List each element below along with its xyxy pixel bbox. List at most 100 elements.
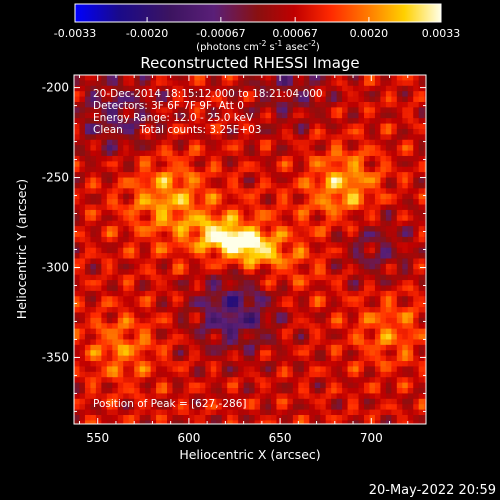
heatmap-cell — [249, 290, 256, 297]
heatmap-cell — [254, 377, 261, 384]
heatmap-cell — [303, 199, 310, 206]
heatmap-cell — [199, 361, 206, 368]
colorbar: -0.0033 -0.0020 -0.00067 0.00067 0.0020 0.003… — [54, 3, 460, 53]
heatmap-cell — [391, 150, 398, 157]
heatmap-cell — [84, 323, 92, 330]
heatmap-cell — [243, 312, 250, 319]
heatmap-cell — [177, 344, 185, 351]
heatmap-cell — [106, 344, 113, 351]
heatmap-cell — [413, 209, 420, 216]
heatmap-cell — [287, 317, 294, 324]
heatmap-cell — [221, 220, 228, 227]
heatmap-cell — [210, 204, 217, 211]
heatmap-cell — [314, 323, 321, 330]
heatmap-cell — [205, 301, 212, 308]
heatmap-cell — [134, 150, 141, 157]
heatmap-cell — [413, 323, 420, 330]
heatmap-cell — [407, 199, 414, 206]
heatmap-cell — [145, 388, 152, 395]
heatmap-cell — [145, 85, 152, 92]
heatmap-cell — [276, 382, 283, 389]
heatmap-cell — [281, 398, 288, 405]
heatmap-cell — [134, 328, 141, 335]
heatmap-cell — [101, 177, 108, 184]
heatmap-cell — [369, 155, 376, 162]
heatmap-cell — [243, 209, 250, 216]
heatmap-cell — [270, 301, 278, 308]
heatmap-cell — [254, 317, 261, 324]
heatmap-cell — [243, 236, 250, 243]
heatmap-cell — [106, 274, 113, 281]
heatmap-cell — [298, 307, 305, 314]
heatmap-cell — [95, 280, 102, 287]
heatmap-cell — [249, 334, 256, 341]
heatmap-cell — [183, 344, 190, 351]
heatmap-cell — [210, 150, 217, 157]
heatmap-cell — [309, 166, 316, 173]
heatmap-cell — [74, 236, 81, 243]
heatmap-cell — [380, 150, 387, 157]
heatmap-cell — [199, 398, 206, 405]
heatmap-cell — [84, 96, 92, 103]
heatmap-cell — [123, 139, 130, 146]
heatmap-cell — [385, 150, 392, 157]
heatmap-cell — [358, 263, 365, 270]
heatmap-cell — [331, 75, 338, 81]
heatmap-cell — [314, 334, 321, 341]
heatmap-cell — [358, 85, 365, 92]
heatmap-cell — [106, 317, 113, 324]
heatmap-cell — [260, 128, 267, 135]
heatmap-cell — [188, 134, 195, 141]
heatmap-cell — [287, 393, 294, 400]
heatmap-cell — [309, 134, 316, 141]
heatmap-cell — [260, 96, 267, 103]
heatmap-cell — [177, 134, 185, 141]
heatmap-cell — [363, 258, 371, 265]
heatmap-cell — [413, 193, 420, 200]
heatmap-cell — [199, 193, 206, 200]
heatmap-cell — [402, 409, 409, 416]
heatmap-cell — [79, 118, 86, 125]
heatmap-cell — [221, 301, 228, 308]
heatmap-cell — [347, 247, 354, 254]
heatmap-cell — [183, 296, 190, 303]
heatmap-cell — [183, 317, 190, 324]
heatmap-cell — [123, 404, 130, 411]
heatmap-cell — [325, 301, 332, 308]
heatmap-cell — [150, 366, 157, 373]
heatmap-cell — [134, 307, 141, 314]
heatmap-cell — [281, 371, 288, 378]
heatmap-cell — [134, 96, 141, 103]
heatmap-cell — [374, 377, 381, 384]
heatmap-cell — [413, 155, 420, 162]
heatmap-cell — [270, 145, 278, 152]
heatmap-cell — [320, 280, 327, 287]
heatmap-cell — [265, 290, 272, 297]
heatmap-cell — [303, 155, 310, 162]
heatmap-cell — [314, 388, 321, 395]
heatmap-cell — [402, 220, 409, 227]
heatmap-cell — [402, 377, 409, 384]
heatmap-cell — [134, 112, 141, 119]
colorbar-tick-label: 0.00067 — [272, 27, 318, 40]
heatmap-cell — [287, 188, 294, 195]
heatmap-cell — [363, 274, 371, 281]
heatmap-cell — [221, 404, 228, 411]
heatmap-cell — [303, 134, 310, 141]
heatmap-cell — [270, 258, 278, 265]
heatmap-cell — [314, 204, 321, 211]
heatmap-cell — [254, 112, 261, 119]
heatmap-cell — [172, 398, 179, 405]
heatmap-cell — [74, 404, 81, 411]
heatmap-cell — [418, 182, 425, 189]
heatmap-cell — [270, 161, 278, 168]
heatmap-cell — [320, 398, 327, 405]
heatmap-cell — [95, 350, 102, 357]
heatmap-cell — [199, 182, 206, 189]
heatmap-cell — [303, 209, 310, 216]
heatmap-cell — [270, 75, 278, 81]
heatmap-cell — [287, 328, 294, 335]
heatmap-cell — [221, 253, 228, 260]
heatmap-cell — [177, 404, 185, 411]
heatmap-cell — [309, 172, 316, 179]
